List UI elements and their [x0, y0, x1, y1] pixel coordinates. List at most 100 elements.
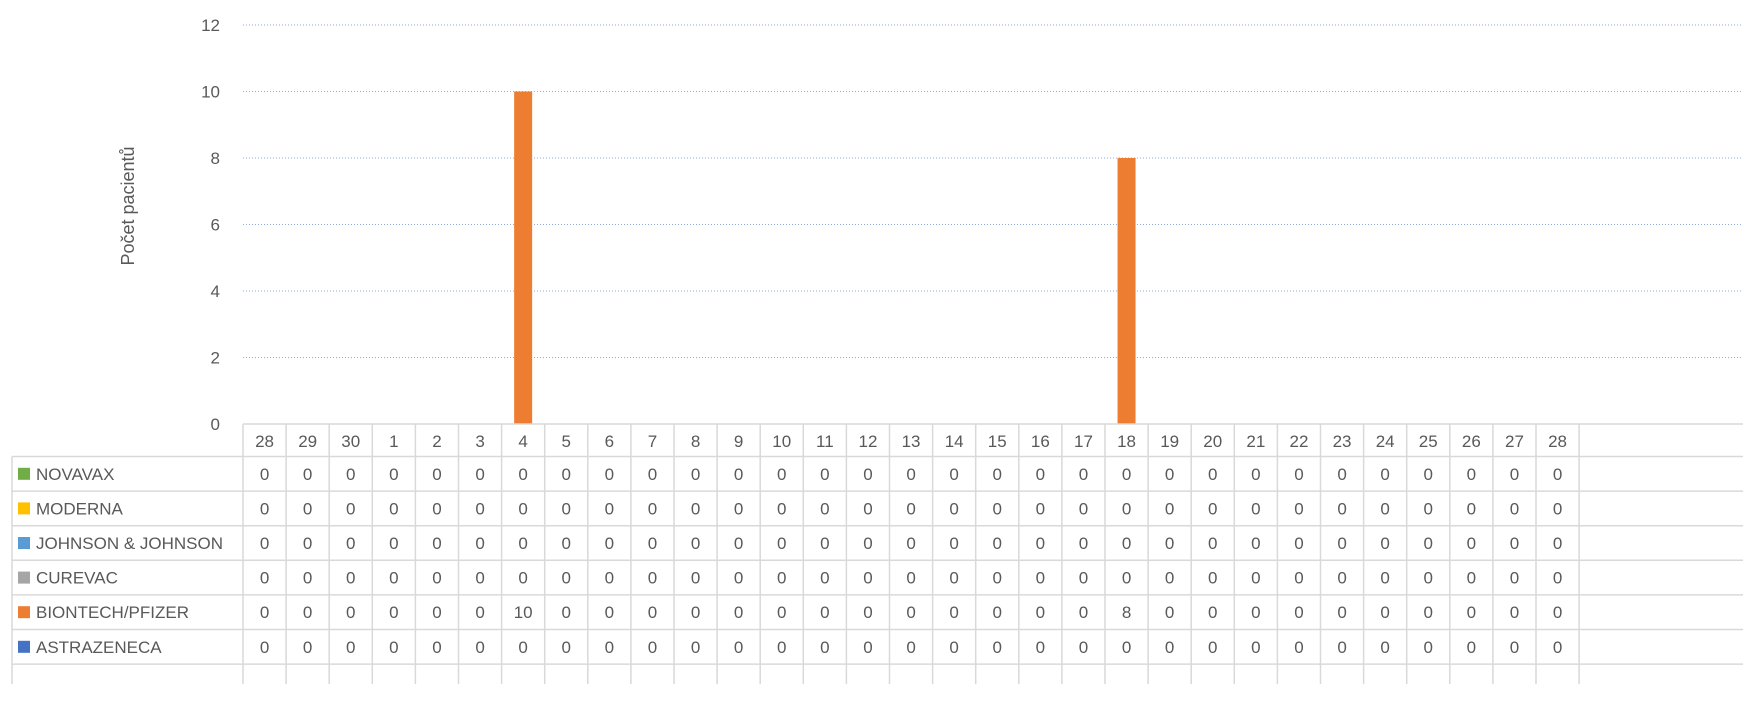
data-label: 0 — [303, 638, 312, 657]
x-tick-label: 4 — [518, 432, 527, 451]
data-label: 0 — [389, 465, 398, 484]
data-label: 0 — [432, 534, 441, 553]
data-label: 0 — [777, 638, 786, 657]
data-label: 0 — [562, 534, 571, 553]
data-label: 0 — [562, 465, 571, 484]
data-label: 0 — [303, 465, 312, 484]
data-label: 0 — [605, 465, 614, 484]
data-label: 0 — [260, 465, 269, 484]
data-label: 0 — [432, 499, 441, 518]
data-label: 0 — [260, 569, 269, 588]
data-label: 0 — [734, 534, 743, 553]
data-label: 0 — [389, 534, 398, 553]
data-label: 0 — [260, 638, 269, 657]
data-label: 0 — [562, 569, 571, 588]
data-label: 0 — [691, 499, 700, 518]
data-label: 0 — [1208, 569, 1217, 588]
data-label: 0 — [1337, 569, 1346, 588]
data-label: 0 — [1122, 465, 1131, 484]
y-tick-label: 4 — [211, 282, 220, 301]
y-axis-title: Počet pacientů — [118, 146, 138, 265]
data-label: 0 — [432, 569, 441, 588]
legend-key — [18, 571, 30, 584]
data-label: 0 — [1036, 638, 1045, 657]
legend-label: JOHNSON & JOHNSON — [36, 534, 223, 553]
data-label: 0 — [346, 603, 355, 622]
data-label: 0 — [1337, 638, 1346, 657]
data-label: 0 — [518, 499, 527, 518]
data-label: 0 — [1337, 603, 1346, 622]
data-label: 0 — [734, 569, 743, 588]
y-tick-label: 12 — [201, 16, 220, 35]
data-label: 0 — [1553, 638, 1562, 657]
data-label: 0 — [1467, 638, 1476, 657]
data-label: 0 — [906, 603, 915, 622]
data-label: 0 — [1165, 534, 1174, 553]
data-label: 0 — [1294, 465, 1303, 484]
x-tick-label: 20 — [1203, 432, 1222, 451]
x-tick-label: 15 — [988, 432, 1007, 451]
x-tick-label: 18 — [1117, 432, 1136, 451]
data-label: 0 — [518, 638, 527, 657]
x-tick-label: 22 — [1289, 432, 1308, 451]
data-label: 0 — [993, 569, 1002, 588]
data-label: 0 — [1251, 465, 1260, 484]
data-label: 0 — [777, 499, 786, 518]
x-tick-label: 30 — [341, 432, 360, 451]
data-label: 0 — [1467, 603, 1476, 622]
data-label: 0 — [1294, 569, 1303, 588]
data-label: 0 — [648, 534, 657, 553]
data-label: 0 — [346, 465, 355, 484]
data-label: 10 — [514, 603, 533, 622]
data-label: 0 — [1079, 603, 1088, 622]
data-label: 0 — [648, 499, 657, 518]
data-label: 0 — [1294, 603, 1303, 622]
data-label: 0 — [949, 499, 958, 518]
data-label: 0 — [432, 603, 441, 622]
data-label: 0 — [1467, 499, 1476, 518]
data-label: 0 — [303, 569, 312, 588]
y-tick-label: 10 — [201, 83, 220, 102]
data-label: 0 — [949, 534, 958, 553]
data-label: 0 — [1122, 569, 1131, 588]
data-label: 0 — [475, 638, 484, 657]
data-label: 0 — [1510, 603, 1519, 622]
data-label: 0 — [1251, 638, 1260, 657]
x-tick-label: 14 — [945, 432, 964, 451]
x-tick-label: 28 — [1548, 432, 1567, 451]
data-label: 0 — [605, 569, 614, 588]
data-label: 0 — [1380, 465, 1389, 484]
x-tick-label: 7 — [648, 432, 657, 451]
x-tick-label: 12 — [858, 432, 877, 451]
data-label: 0 — [1122, 534, 1131, 553]
data-label: 0 — [1165, 603, 1174, 622]
legend-label: MODERNA — [36, 499, 124, 518]
data-label: 0 — [1553, 603, 1562, 622]
data-label: 0 — [1337, 465, 1346, 484]
data-label: 0 — [691, 638, 700, 657]
data-label: 0 — [648, 638, 657, 657]
data-label: 0 — [1208, 603, 1217, 622]
data-label: 0 — [906, 638, 915, 657]
data-label: 0 — [820, 569, 829, 588]
data-label: 0 — [1424, 499, 1433, 518]
data-label: 0 — [605, 603, 614, 622]
y-tick-label: 8 — [211, 149, 220, 168]
data-label: 0 — [389, 569, 398, 588]
data-label: 0 — [1380, 499, 1389, 518]
data-label: 0 — [820, 603, 829, 622]
data-label: 0 — [1510, 534, 1519, 553]
data-label: 0 — [906, 534, 915, 553]
data-label: 0 — [260, 534, 269, 553]
data-label: 0 — [475, 534, 484, 553]
data-label: 0 — [303, 534, 312, 553]
legend-label: ASTRAZENECA — [36, 638, 162, 657]
data-label: 0 — [1380, 638, 1389, 657]
data-label: 0 — [1380, 603, 1389, 622]
data-label: 0 — [949, 603, 958, 622]
data-label: 0 — [820, 499, 829, 518]
x-tick-label: 3 — [475, 432, 484, 451]
data-label: 0 — [1294, 499, 1303, 518]
data-label: 0 — [1208, 499, 1217, 518]
data-label: 0 — [906, 569, 915, 588]
